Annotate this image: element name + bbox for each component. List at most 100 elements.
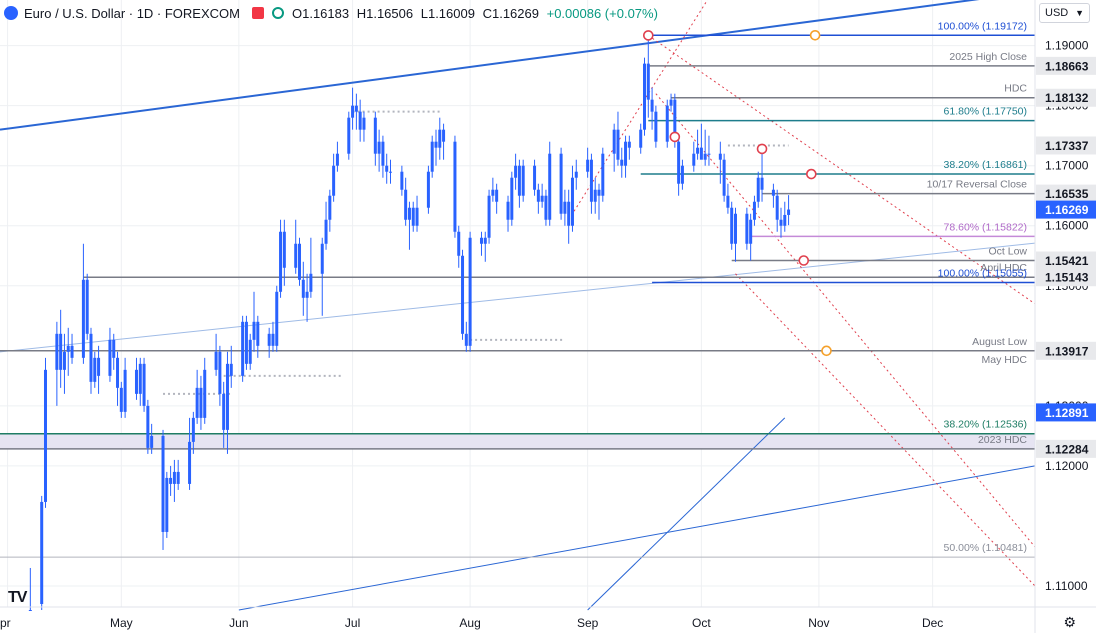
candle-body (760, 177, 764, 190)
time-tick-label: Nov (808, 616, 829, 630)
level-label: 38.20% (1.16861) (944, 159, 1027, 171)
candle-body (646, 63, 650, 100)
level-label: August Low (972, 336, 1027, 348)
price-tick-label: 1.17000 (1045, 159, 1089, 173)
price-tag (1036, 56, 1096, 75)
candle-body (726, 195, 730, 208)
marker-orange (821, 345, 832, 357)
flag-icon[interactable] (251, 7, 264, 19)
candle-body (692, 153, 696, 166)
candle-body (654, 111, 658, 142)
open-value: O1.16183 (291, 5, 350, 21)
candle-body (81, 279, 85, 358)
level-label: 78.60% (1.15822) (944, 221, 1027, 233)
candle-body (570, 177, 574, 226)
candle-body (123, 369, 127, 412)
candle-body (665, 105, 669, 142)
candle-body (752, 201, 756, 220)
level-label: April HDC (980, 262, 1027, 274)
price-tag (1036, 184, 1096, 203)
price-tick-label: 1.16000 (1045, 219, 1089, 233)
candle-body (733, 213, 737, 244)
candle-body (252, 321, 256, 340)
trend-line-slope_support (587, 417, 786, 611)
candle-body (229, 363, 233, 376)
candle-body (559, 153, 563, 214)
candle-body (362, 117, 366, 130)
candle-body (510, 177, 514, 220)
candle-body (567, 201, 571, 226)
candle-body (116, 357, 120, 388)
price-tag (1036, 251, 1096, 270)
candle-body (28, 610, 32, 612)
candle-body (43, 369, 47, 502)
candle-body (59, 333, 63, 370)
time-tick-label: Jun (229, 616, 248, 630)
time-tick-label: Sep (577, 616, 599, 630)
candle-body (97, 357, 101, 376)
candle-body (703, 153, 707, 160)
candle-body (108, 339, 112, 376)
candle-body (487, 195, 491, 238)
candle-body (426, 171, 430, 208)
close-value: C1.16269 (482, 5, 539, 21)
candle-body (612, 129, 616, 154)
time-tick-label: May (110, 616, 133, 630)
candle-body (66, 345, 70, 352)
candle-body (320, 243, 324, 274)
gear-icon[interactable]: ⚙ (1063, 614, 1076, 630)
candles (28, 33, 791, 612)
candle-body (112, 339, 116, 358)
time-tick-label: pr (0, 616, 11, 630)
candle-body (787, 209, 791, 215)
candle-body (279, 231, 283, 292)
candle-body (673, 99, 677, 142)
trend-line-long_term_support (238, 465, 1036, 611)
time-tick-label: Aug (459, 616, 480, 630)
price-tag-blue-label: 1.12891 (1045, 406, 1089, 420)
level-label: Oct Low (988, 246, 1027, 258)
candle-body (411, 207, 415, 226)
currency-selector[interactable]: USD ▼ (1039, 3, 1090, 23)
candle-body (328, 195, 332, 220)
candle-body (298, 243, 302, 280)
candle-body (358, 111, 362, 130)
candle-body (442, 129, 446, 142)
symbol-title[interactable]: Euro / U.S. Dollar · 1D · FOREXCOM (24, 5, 240, 21)
candle-body (214, 351, 218, 370)
candle-body (680, 165, 684, 184)
change-value: +0.00086 (+0.07%) (546, 5, 658, 21)
candle-body (620, 159, 624, 166)
trend-line-lower_channel (0, 242, 1036, 353)
candle-body (696, 147, 700, 154)
candle-body (351, 105, 355, 118)
price-tag-label: 1.13917 (1045, 344, 1089, 358)
candle-body (771, 189, 775, 196)
marker-red (669, 131, 681, 143)
candle-body (134, 369, 138, 394)
chevron-down-icon: ▼ (1075, 8, 1084, 18)
candle-body (669, 99, 673, 106)
candle-body (707, 153, 711, 155)
price-tag (1036, 136, 1096, 155)
market-status-icon (271, 7, 284, 19)
marker-red (798, 255, 810, 266)
ohlc-readout: O1.16183 H1.16506 L1.16009 C1.16269 +0.0… (292, 6, 662, 21)
current-price-tag (1036, 200, 1096, 219)
candle-body (506, 201, 510, 220)
candle-body (138, 363, 142, 394)
candle-body (199, 387, 203, 418)
candle-body (218, 351, 222, 394)
candle-body (438, 129, 442, 148)
price-tag (1036, 88, 1096, 107)
candle-body (536, 189, 540, 202)
support-zone (0, 433, 1035, 449)
time-tick-label: Oct (692, 616, 711, 630)
candle-body (479, 237, 483, 244)
candle-body (62, 351, 66, 370)
trend-line-red_dotted_down_upper (648, 35, 1036, 305)
marker-red (642, 30, 654, 41)
level-label: 100.00% (1.15055) (938, 267, 1027, 279)
candle-body (775, 195, 779, 220)
